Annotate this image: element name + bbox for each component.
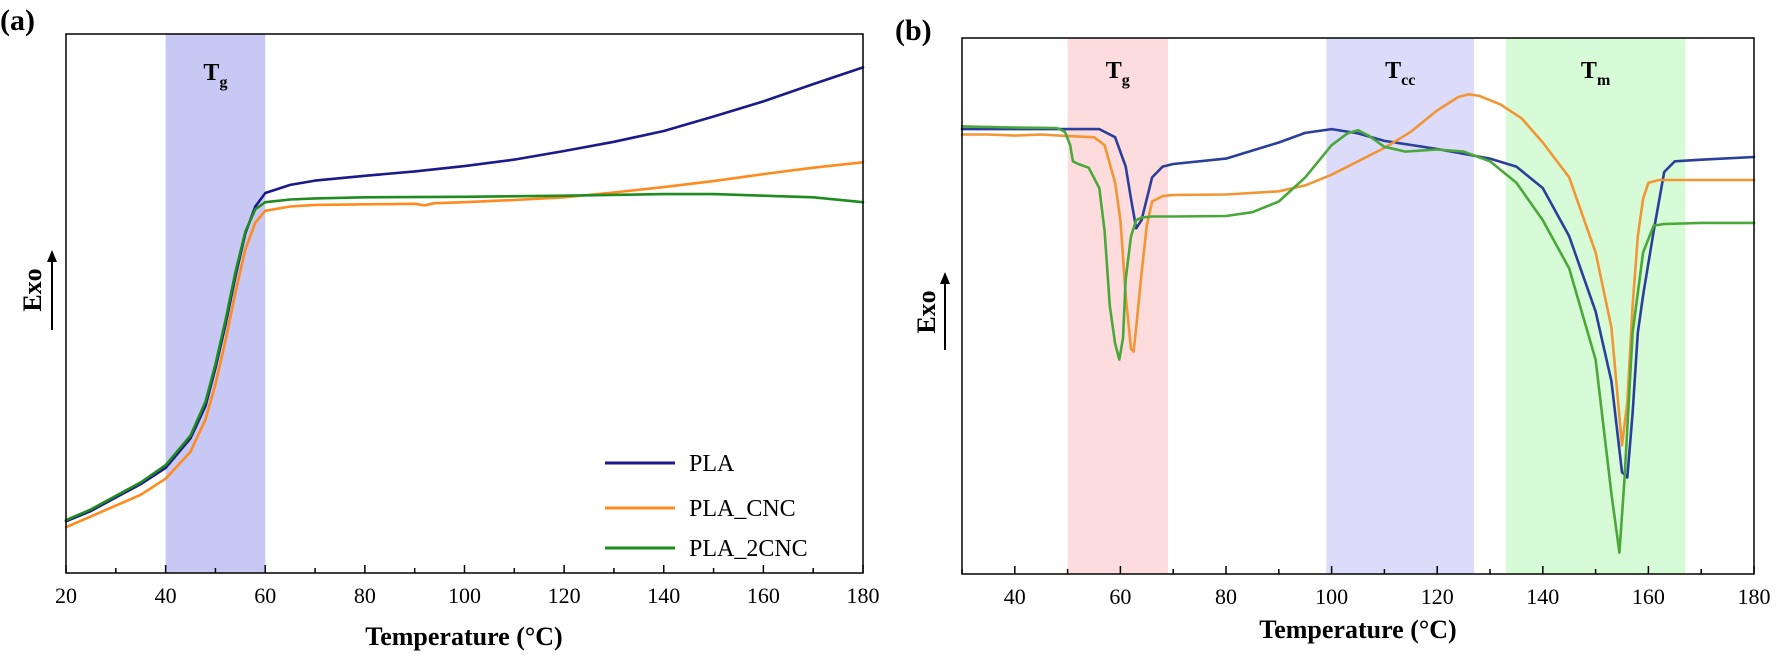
x-tick-label: 80: [354, 583, 376, 608]
band-m-region: [1505, 38, 1686, 574]
series-line-pla: [64, 66, 865, 523]
panel-a-x-axis-title: Temperature (°C): [365, 622, 562, 651]
panel-b: (b) Tg Tcc Tm 40 60 80 100 120 140 160 180 Temper…: [895, 14, 1771, 644]
panel-a-x-ticks: 20 40 60 80 100 120 140 160 180: [55, 565, 880, 608]
x-tick-label: 180: [847, 583, 880, 608]
legend-label-pla: PLA: [689, 451, 735, 477]
x-tick-label: 160: [1632, 584, 1665, 609]
band-g-region: [165, 34, 266, 573]
band-g-region: [1067, 38, 1168, 574]
x-tick-label: 120: [548, 583, 581, 608]
panel-a-legend: PLA PLA_CNC PLA_2CNC: [605, 451, 808, 562]
panel-b-y-axis-arrow: [940, 272, 950, 350]
x-tick-label: 80: [1215, 584, 1237, 609]
legend-label-pla-cnc: PLA_CNC: [689, 496, 796, 522]
series-line-pla-2cnc: [960, 125, 1756, 554]
x-tick-label: 60: [1109, 584, 1131, 609]
x-tick-label: 60: [254, 583, 276, 608]
band-cc-region: [1326, 38, 1475, 574]
panel-b-plot-frame: [961, 37, 1755, 575]
panel-a-y-axis-title: Exo: [18, 268, 47, 311]
x-tick-label: 40: [1004, 584, 1026, 609]
panel-b-x-ticks: 40 60 80 100 120 140 160 180: [961, 566, 1771, 609]
panel-b-lines: [960, 93, 1756, 554]
series-line-pla-cnc: [960, 93, 1756, 447]
x-tick-label: 180: [1738, 584, 1771, 609]
series-line-pla-cnc: [64, 161, 865, 529]
panel-b-x-axis-title: Temperature (°C): [1259, 615, 1456, 644]
panel-a-bands: Tg: [165, 34, 266, 573]
x-tick-label: 140: [647, 583, 680, 608]
x-tick-label: 120: [1421, 584, 1454, 609]
x-tick-label: 100: [1315, 584, 1348, 609]
x-tick-label: 160: [747, 583, 780, 608]
x-tick-label: 20: [55, 583, 77, 608]
x-tick-label: 100: [448, 583, 481, 608]
x-tick-label: 40: [155, 583, 177, 608]
x-tick-label: 140: [1526, 584, 1559, 609]
panel-a-lines: [64, 66, 865, 529]
series-line-pla-2cnc: [64, 192, 865, 522]
legend-label-pla-2cnc: PLA_2CNC: [689, 536, 808, 562]
panel-a: (a) Tg 20 40 60 80 100 120 140 160 180 Temperatu…: [0, 4, 880, 651]
panel-b-y-axis-title: Exo: [912, 290, 941, 333]
panel-b-bands: Tg Tcc Tm: [1067, 38, 1686, 574]
panel-a-y-axis-arrow: [47, 250, 57, 330]
panel-b-label: (b): [895, 14, 932, 47]
panel-a-label: (a): [0, 4, 35, 37]
